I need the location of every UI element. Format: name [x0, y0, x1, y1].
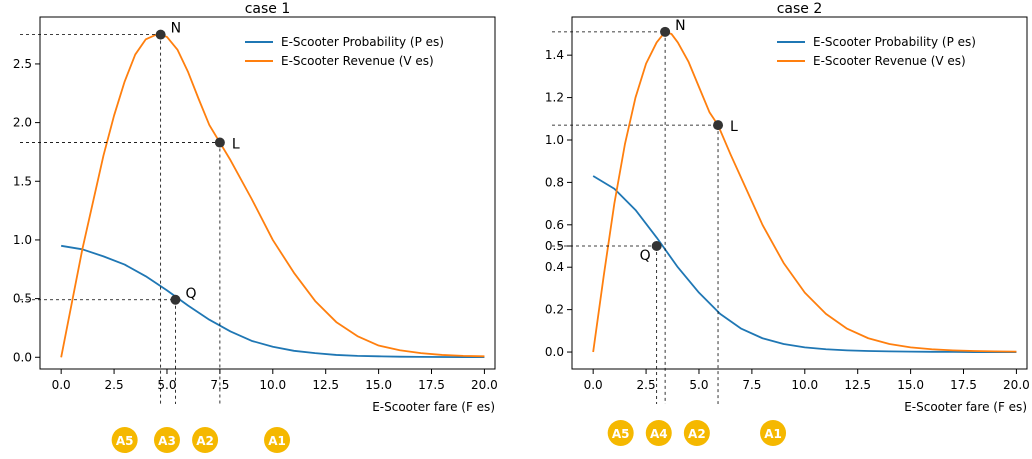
legend-entry-1: E-Scooter Probability (P es) [813, 35, 976, 49]
badge-label-A2: A2 [688, 427, 706, 441]
badge-label-A5: A5 [116, 434, 134, 448]
badge-A5 [111, 427, 138, 453]
series-line-2 [60, 33, 485, 358]
y-tick-label: 0.5 [13, 292, 32, 306]
y-tick-label: 1.2 [545, 91, 564, 105]
series-line-2 [592, 30, 1017, 353]
badge-A5 [607, 420, 634, 446]
point-label-N: N [171, 21, 181, 37]
y-tick-label: 1.5 [13, 174, 32, 188]
point-N [155, 29, 166, 40]
x-tick-label: 0.0 [52, 378, 71, 392]
x-tick-label: 20.0 [1003, 378, 1030, 392]
legend-entry-2: E-Scooter Revenue (V es) [813, 54, 966, 68]
x-tick-label: 12.5 [312, 378, 339, 392]
x-tick-label: 10.0 [259, 378, 286, 392]
x-tick-label: 5.0 [689, 378, 708, 392]
x-tick-label: 2.5 [637, 378, 656, 392]
y-tick-label: 0.0 [545, 345, 564, 359]
y-tick-label: 0.0 [13, 350, 32, 364]
badge-A2 [683, 420, 710, 446]
badge-label-A2: A2 [196, 434, 214, 448]
point-label-N: N [675, 18, 685, 34]
chart-panel-2: case 2 0.0 2.5 5.0 7.5 10.0 12.5 15.0 17.5 20.0 0.… [545, 1, 1030, 446]
badge-A2 [192, 427, 219, 453]
y-tick-label: 1.4 [545, 48, 564, 62]
x-tick-label: 17.5 [418, 378, 445, 392]
x-tick-label: 0.0 [584, 378, 603, 392]
y-tick-label: 2.0 [13, 116, 32, 130]
badge-A1 [760, 420, 787, 446]
badge-label-A1: A1 [764, 427, 782, 441]
x-axis-label: E-Scooter fare (F es) [904, 400, 1027, 414]
x-tick-label: 2.5 [105, 378, 124, 392]
x-tick-label: 12.5 [844, 378, 871, 392]
point-label-Q: Q [640, 248, 651, 264]
badge-A4 [645, 420, 672, 446]
y-tick-label: 0.6 [545, 218, 564, 232]
x-tick-label: 10.0 [791, 378, 818, 392]
point-L [214, 137, 225, 148]
badge-label-A1: A1 [268, 434, 286, 448]
badge-A1 [264, 427, 291, 453]
x-axis-label: E-Scooter fare (F es) [372, 400, 495, 414]
point-L [713, 120, 724, 131]
point-label-Q: Q [185, 286, 196, 302]
badge-label-A4: A4 [650, 427, 668, 441]
point-label-L: L [730, 119, 738, 135]
y-tick-label: 1.0 [13, 233, 32, 247]
y-tick-label: 2.5 [13, 57, 32, 71]
x-tick-label: 20.0 [471, 378, 498, 392]
point-Q [170, 294, 181, 305]
chart-panel-1: case 10.0 2.5 5.0 7.5 10.0 12.5 15.0 17.5 20.00.… [13, 1, 498, 453]
chart-title: case 1 [245, 1, 291, 17]
axes-frame [39, 16, 496, 370]
x-tick-label: 7.5 [742, 378, 761, 392]
series-line-1 [61, 244, 485, 359]
legend: E-Scooter Probability (P es) E-Scooter Re… [245, 35, 444, 68]
x-tick-label: 15.0 [365, 378, 392, 392]
badge-A3 [153, 427, 180, 453]
point-Q [651, 241, 662, 252]
legend-entry-1: E-Scooter Probability (P es) [281, 35, 444, 49]
x-tick-label: 17.5 [950, 378, 977, 392]
x-tick-label: 15.0 [897, 378, 924, 392]
y-tick-label: 0.8 [545, 175, 564, 189]
chart-title: case 2 [777, 1, 823, 17]
series-line-1 [592, 175, 1017, 353]
badge-label-A3: A3 [158, 434, 176, 448]
y-tick-label: 1.0 [545, 133, 564, 147]
legend-entry-2: E-Scooter Revenue (V es) [281, 54, 434, 68]
point-label-L: L [232, 137, 240, 153]
y-tick-label: 0.2 [545, 303, 564, 317]
axes-frame [571, 16, 1028, 370]
point-N [660, 26, 671, 37]
badge-label-A5: A5 [612, 427, 630, 441]
legend: E-Scooter Probability (P es) E-Scooter Re… [777, 35, 976, 68]
y-tick-label: 0.4 [545, 260, 564, 274]
x-tick-label: 5.0 [157, 378, 176, 392]
